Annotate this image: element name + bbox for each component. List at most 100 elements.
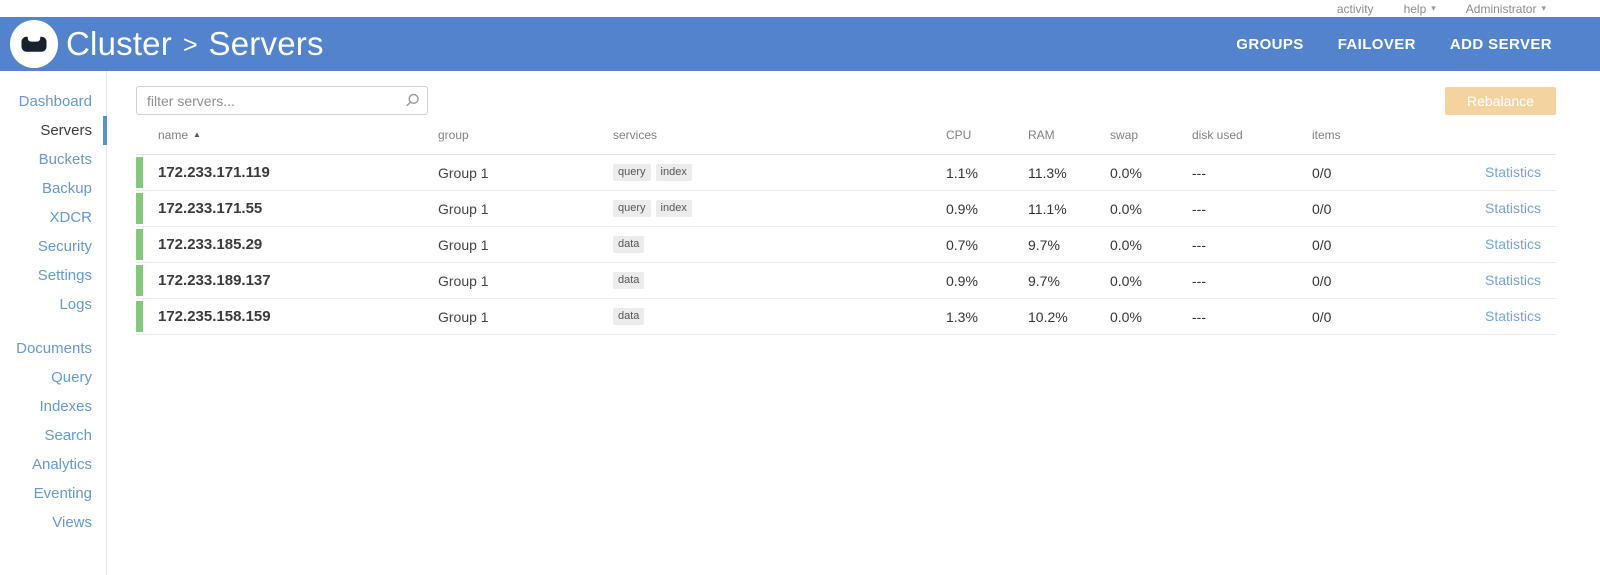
statistics-link[interactable]: Statistics [1484,163,1541,180]
services-cell: data [613,235,946,254]
cpu-value: 1.1% [946,164,978,181]
health-status-bar [136,229,143,260]
statistics-cell: Statistics [1448,236,1556,254]
help-label: help [1403,1,1427,16]
servers-table: name ▲ group services CPU RAM swap disk used ite… [136,115,1556,335]
statistics-link[interactable]: Statistics [1484,271,1541,288]
help-menu[interactable]: help ▾ [1404,2,1436,16]
disk-used-value: --- [1192,164,1206,181]
rebalance-button[interactable]: Rebalance [1445,86,1556,115]
column-label: swap [1110,127,1139,142]
swap-value: 0.0% [1110,200,1142,217]
server-row[interactable]: 172.233.171.55 Group 1 query index 0.9% 1… [136,191,1556,227]
header-action-add-server[interactable]: ADD SERVER [1449,35,1552,53]
sidebar-item-search[interactable]: Search [44,427,92,444]
user-label: Administrator [1465,1,1537,16]
services-cell: query index [613,163,946,182]
table-body: 172.233.171.119 Group 1 query index 1.1% … [136,155,1556,335]
servers-toolbar: Rebalance [136,86,1556,115]
column-label: items [1312,127,1341,142]
sidebar-item-documents[interactable]: Documents [16,340,92,357]
ram-value: 10.2% [1028,308,1068,325]
server-name: 172.233.189.137 [136,265,438,296]
statistics-link[interactable]: Statistics [1484,307,1541,324]
sidebar-item-analytics[interactable]: Analytics [31,456,92,473]
user-menu[interactable]: Administrator ▾ [1466,2,1546,16]
sidebar-item-security[interactable]: Security [37,238,92,255]
sidebar-item-dashboard[interactable]: Dashboard [18,93,92,110]
items-value: 0/0 [1312,236,1332,253]
swap-value: 0.0% [1110,236,1142,253]
server-name: 172.233.185.29 [136,229,438,260]
items-value: 0/0 [1312,164,1332,181]
disk-used-value: --- [1192,236,1206,253]
items-value: 0/0 [1312,200,1332,217]
ram-value: 11.3% [1028,164,1067,181]
header-actions: GROUPS FAILOVER ADD SERVER [1236,36,1552,53]
health-status-bar [136,301,143,332]
sidebar-item-eventing[interactable]: Eventing [33,485,92,502]
sidebar-item-logs[interactable]: Logs [59,296,92,313]
cpu-value: 0.9% [946,200,978,217]
column-header-swap: swap [1110,128,1192,142]
filter-wrap [136,86,428,115]
sidebar-item-buckets[interactable]: Buckets [38,151,92,168]
items-value: 0/0 [1312,272,1332,289]
server-row[interactable]: 172.235.158.159 Group 1 data 1.3% 10.2% … [136,299,1556,335]
disk-used-value: --- [1192,272,1206,289]
disk-used-value: --- [1192,200,1206,217]
server-group: Group 1 [438,272,489,289]
column-header-group: group [438,128,613,142]
statistics-cell: Statistics [1448,308,1556,326]
health-status-bar [136,193,143,224]
column-label: CPU [946,127,972,142]
statistics-cell: Statistics [1448,200,1556,218]
main-area: Dashboard Servers Buckets Backup XDCR Securit… [0,71,1600,575]
sidebar-item-servers[interactable]: Servers [0,116,107,145]
server-name: 172.235.158.159 [136,301,438,332]
sidebar-item-indexes[interactable]: Indexes [39,398,92,415]
couchbase-logo-icon [9,19,59,69]
column-label: RAM [1028,127,1055,142]
breadcrumb-parent: Cluster [66,25,172,62]
cpu-value: 1.3% [946,308,978,325]
sidebar-item-backup[interactable]: Backup [41,180,92,197]
items-value: 0/0 [1312,308,1332,325]
header-action-groups[interactable]: GROUPS [1236,35,1304,53]
service-tag-data: data [613,271,645,290]
server-row[interactable]: 172.233.171.119 Group 1 query index 1.1% … [136,155,1556,191]
cpu-value: 0.7% [946,236,978,253]
swap-value: 0.0% [1110,308,1142,325]
column-label: group [438,127,469,142]
column-header-services: services [613,128,946,142]
header-action-failover[interactable]: FAILOVER [1337,35,1416,53]
sort-asc-icon: ▲ [193,130,201,139]
column-label: name [158,127,189,142]
column-label: services [613,127,658,142]
chevron-down-icon: ▾ [1431,3,1436,13]
swap-value: 0.0% [1110,164,1142,181]
column-header-items: items [1312,128,1448,142]
page-title: Servers [208,25,324,62]
sidebar-item-query[interactable]: Query [51,369,92,386]
search-icon [406,93,419,107]
service-tag-index: index [655,199,692,218]
ram-value: 11.1% [1028,200,1067,217]
service-tag-data: data [613,307,645,326]
server-row[interactable]: 172.233.185.29 Group 1 data 0.7% 9.7% 0.… [136,227,1556,263]
column-header-name[interactable]: name ▲ [136,128,438,142]
server-name: 172.233.171.119 [136,157,438,188]
server-group: Group 1 [438,164,489,181]
sidebar-nav: Dashboard Servers Buckets Backup XDCR Securit… [0,71,107,575]
sidebar-item-views[interactable]: Views [52,514,92,531]
app-header: Cluster > Servers GROUPS FAILOVER ADD SERV… [0,17,1600,71]
content-area: Rebalance name ▲ group services CPU RAM swap di… [107,71,1600,575]
activity-link[interactable]: activity [1337,2,1374,16]
server-row[interactable]: 172.233.189.137 Group 1 data 0.9% 9.7% 0… [136,263,1556,299]
statistics-link[interactable]: Statistics [1484,235,1541,252]
sidebar-item-settings[interactable]: Settings [37,267,92,284]
sidebar-item-xdcr[interactable]: XDCR [49,209,92,226]
filter-servers-input[interactable] [136,86,428,115]
services-cell: data [613,307,946,326]
statistics-link[interactable]: Statistics [1484,199,1541,216]
